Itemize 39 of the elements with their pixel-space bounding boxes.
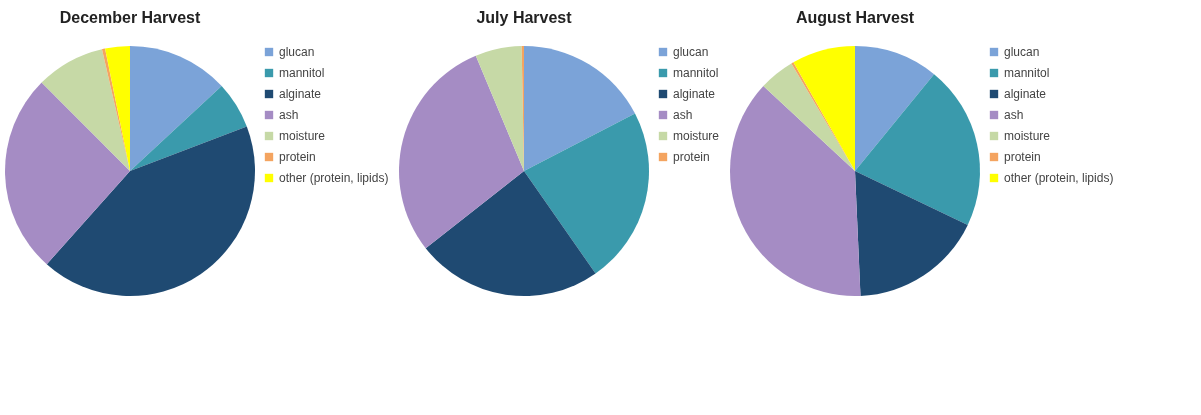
pie-slice — [41, 49, 130, 171]
chart-title: August Harvest — [795, 9, 915, 26]
pie-slice — [524, 46, 636, 171]
pie-slice — [475, 46, 524, 171]
legend-label: glucan — [1004, 45, 1040, 59]
pie-slice — [763, 63, 855, 171]
pie-slice — [425, 171, 596, 296]
pie-slice — [524, 113, 649, 274]
legend-label: protein — [279, 150, 316, 164]
pie-slice — [855, 46, 935, 171]
legend-label: alginate — [1004, 87, 1047, 101]
legend-label: protein — [1004, 150, 1041, 164]
legend-label: moisture — [1004, 129, 1051, 143]
pie-slice — [855, 74, 980, 225]
pie-slice — [130, 86, 247, 171]
chart-title: December Harvest — [59, 9, 201, 26]
pie-slice — [46, 126, 255, 296]
legend-label: glucan — [279, 45, 315, 59]
legend-label: mannitol — [279, 66, 325, 80]
legend-label: moisture — [673, 129, 720, 143]
pie-slice — [5, 82, 130, 265]
legend-label: alginate — [673, 87, 716, 101]
legend-label: ash — [673, 108, 693, 122]
chart-title: July Harvest — [476, 9, 573, 26]
legend-label: other (protein, lipids) — [279, 171, 389, 185]
legend-label: mannitol — [673, 66, 719, 80]
legend-label: ash — [1004, 108, 1024, 122]
pie-slice — [130, 46, 222, 171]
pie-slice — [793, 46, 855, 171]
pie-slice — [730, 86, 861, 296]
legend-label: alginate — [279, 87, 322, 101]
legend-label: glucan — [673, 45, 709, 59]
legend-label: other (protein, lipids) — [1004, 171, 1114, 185]
legend-label: mannitol — [1004, 66, 1050, 80]
legend-label: protein — [673, 150, 710, 164]
legend-label: moisture — [279, 129, 326, 143]
pie-slice — [855, 171, 968, 296]
pie-slice — [399, 55, 524, 249]
legend-label: ash — [279, 108, 299, 122]
